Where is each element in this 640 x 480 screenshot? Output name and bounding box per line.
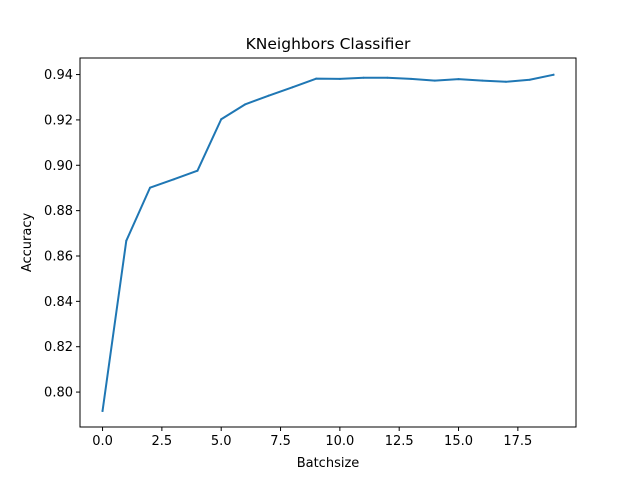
plot-area: 0.0 2.5 5.0 7.5 10.0 12.5 15.0 17.5 0.800.820.8… xyxy=(44,57,577,449)
data-point xyxy=(291,86,294,89)
chart-title: KNeighbors Classifier xyxy=(246,35,411,53)
y-tick-label: 0.84 xyxy=(44,295,73,310)
x-tick-label: 5.0 xyxy=(211,434,232,449)
data-point xyxy=(338,77,341,80)
y-axis-title: Accuracy xyxy=(20,213,35,273)
series-line xyxy=(101,73,555,413)
y-tick-label: 0.94 xyxy=(44,68,73,83)
data-point xyxy=(267,94,270,97)
series-layer xyxy=(101,73,555,413)
axes-frame xyxy=(79,57,577,428)
y-tick-label: 0.88 xyxy=(44,204,73,219)
x-tick-label: 17.5 xyxy=(503,434,532,449)
x-axis-title: Batchsize xyxy=(297,456,360,471)
data-point xyxy=(481,79,484,82)
x-axis: 0.0 2.5 5.0 7.5 10.0 12.5 15.0 17.5 xyxy=(92,427,532,449)
data-point xyxy=(243,103,246,106)
y-tick-label: 0.92 xyxy=(44,113,73,128)
x-tick-label: 0.0 xyxy=(92,434,113,449)
x-tick-label: 15.0 xyxy=(444,434,473,449)
y-tick-label: 0.86 xyxy=(44,249,73,264)
y-tick-label: 0.80 xyxy=(44,386,73,401)
x-tick-label: 7.5 xyxy=(270,434,291,449)
x-tick-label: 2.5 xyxy=(152,434,173,449)
x-tick-label: 12.5 xyxy=(385,434,414,449)
y-tick-label: 0.90 xyxy=(44,159,73,174)
data-point xyxy=(196,169,199,172)
data-point xyxy=(457,78,460,81)
data-point xyxy=(172,178,175,181)
data-point xyxy=(386,76,389,79)
data-point xyxy=(149,186,152,189)
data-point xyxy=(101,409,104,412)
y-axis: 0.80 0.82 0.84 0.86 0.88 0.90 0.92 0.94 xyxy=(44,68,80,401)
data-point xyxy=(362,76,365,79)
data-point xyxy=(315,77,318,80)
data-point xyxy=(528,78,531,81)
x-tick-label: 10.0 xyxy=(325,434,354,449)
data-point xyxy=(433,79,436,82)
data-point xyxy=(220,118,223,121)
data-point xyxy=(125,239,128,242)
y-tick-label: 0.82 xyxy=(44,340,73,355)
data-point xyxy=(410,77,413,80)
data-point xyxy=(504,80,507,83)
data-point xyxy=(552,73,555,76)
